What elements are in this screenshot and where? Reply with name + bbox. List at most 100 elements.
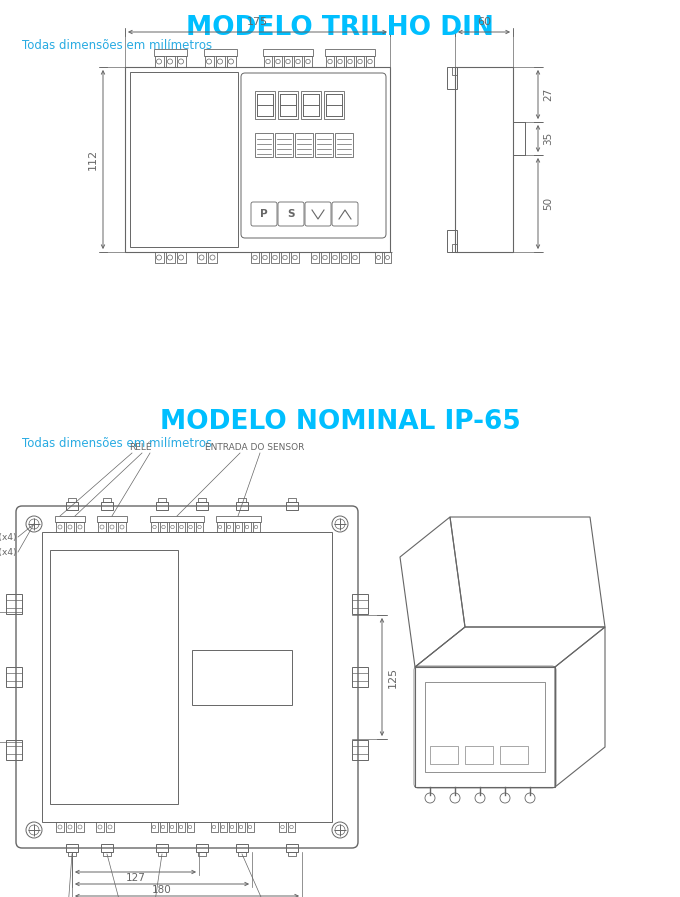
Bar <box>98 522 106 532</box>
Bar <box>76 822 84 832</box>
Bar <box>216 522 224 532</box>
Bar <box>351 252 359 263</box>
Bar <box>237 822 245 832</box>
Bar <box>198 498 206 502</box>
Bar <box>66 822 74 832</box>
Bar <box>326 56 334 67</box>
Text: RELÉ: RELÉ <box>129 443 151 452</box>
Bar <box>154 56 163 67</box>
Bar <box>198 852 206 856</box>
Bar <box>275 133 293 157</box>
Bar <box>311 252 319 263</box>
Bar <box>238 852 246 856</box>
Text: Todas dimensões em milímetros: Todas dimensões em milímetros <box>22 39 212 52</box>
Bar <box>150 822 158 832</box>
Bar <box>375 252 382 263</box>
Bar <box>42 532 332 822</box>
Text: 112: 112 <box>88 149 98 170</box>
Bar <box>252 522 260 532</box>
Bar <box>158 498 166 502</box>
Text: Ø 5 (x4): Ø 5 (x4) <box>0 547 17 556</box>
Text: 180: 180 <box>152 885 172 895</box>
Bar <box>341 252 349 263</box>
Bar <box>255 91 275 119</box>
Bar <box>447 230 457 252</box>
Bar <box>196 844 208 852</box>
Bar <box>216 56 224 67</box>
Bar <box>197 252 206 263</box>
Bar <box>236 844 248 852</box>
Bar <box>452 67 457 75</box>
Bar <box>465 746 493 764</box>
Bar <box>263 49 313 56</box>
Bar <box>130 72 238 247</box>
Bar <box>178 522 185 532</box>
Bar <box>165 252 175 263</box>
Bar <box>160 522 167 532</box>
Bar <box>97 516 127 522</box>
Bar <box>286 844 298 852</box>
Bar <box>331 252 339 263</box>
Bar <box>352 595 368 614</box>
Bar <box>203 49 237 56</box>
Text: Ø 7 (x4): Ø 7 (x4) <box>0 533 17 542</box>
Bar <box>165 56 175 67</box>
Bar <box>6 667 22 687</box>
Text: P: P <box>260 209 268 219</box>
Bar <box>187 522 194 532</box>
Text: 27: 27 <box>543 88 553 101</box>
Bar <box>177 56 186 67</box>
Text: S: S <box>287 209 294 219</box>
Bar <box>324 91 344 119</box>
Bar <box>186 822 194 832</box>
Bar <box>68 498 76 502</box>
Bar <box>177 252 186 263</box>
Bar <box>291 252 299 263</box>
Bar <box>216 516 260 522</box>
Bar <box>500 746 528 764</box>
Bar <box>321 252 329 263</box>
Bar <box>246 822 254 832</box>
Bar <box>281 252 289 263</box>
Bar <box>154 252 163 263</box>
Text: 125: 125 <box>388 666 398 688</box>
Bar <box>278 91 298 119</box>
Bar <box>160 822 167 832</box>
Bar <box>125 67 390 252</box>
Bar <box>103 852 111 856</box>
Bar <box>288 852 296 856</box>
Bar <box>295 133 313 157</box>
Bar <box>211 822 218 832</box>
Bar <box>106 822 114 832</box>
Bar <box>226 56 235 67</box>
Bar <box>208 252 217 263</box>
Bar <box>103 498 111 502</box>
Bar <box>294 56 302 67</box>
Bar <box>284 56 292 67</box>
Bar <box>156 502 168 510</box>
Bar <box>352 667 368 687</box>
Bar <box>366 56 374 67</box>
Bar <box>336 56 344 67</box>
Bar <box>279 822 286 832</box>
Bar <box>315 133 333 157</box>
Bar <box>68 852 76 856</box>
Bar <box>101 844 113 852</box>
Bar <box>205 56 214 67</box>
Bar <box>251 252 259 263</box>
Bar <box>288 822 295 832</box>
Bar <box>96 822 104 832</box>
Bar <box>56 822 64 832</box>
Bar <box>192 650 292 705</box>
Bar <box>50 550 178 804</box>
Bar <box>288 498 296 502</box>
Bar <box>196 502 208 510</box>
Text: 175: 175 <box>247 17 268 27</box>
Bar <box>169 522 176 532</box>
Bar <box>196 522 203 532</box>
Bar <box>352 740 368 760</box>
Bar <box>158 852 166 856</box>
Bar <box>304 56 312 67</box>
Bar <box>56 522 64 532</box>
Bar <box>236 502 248 510</box>
